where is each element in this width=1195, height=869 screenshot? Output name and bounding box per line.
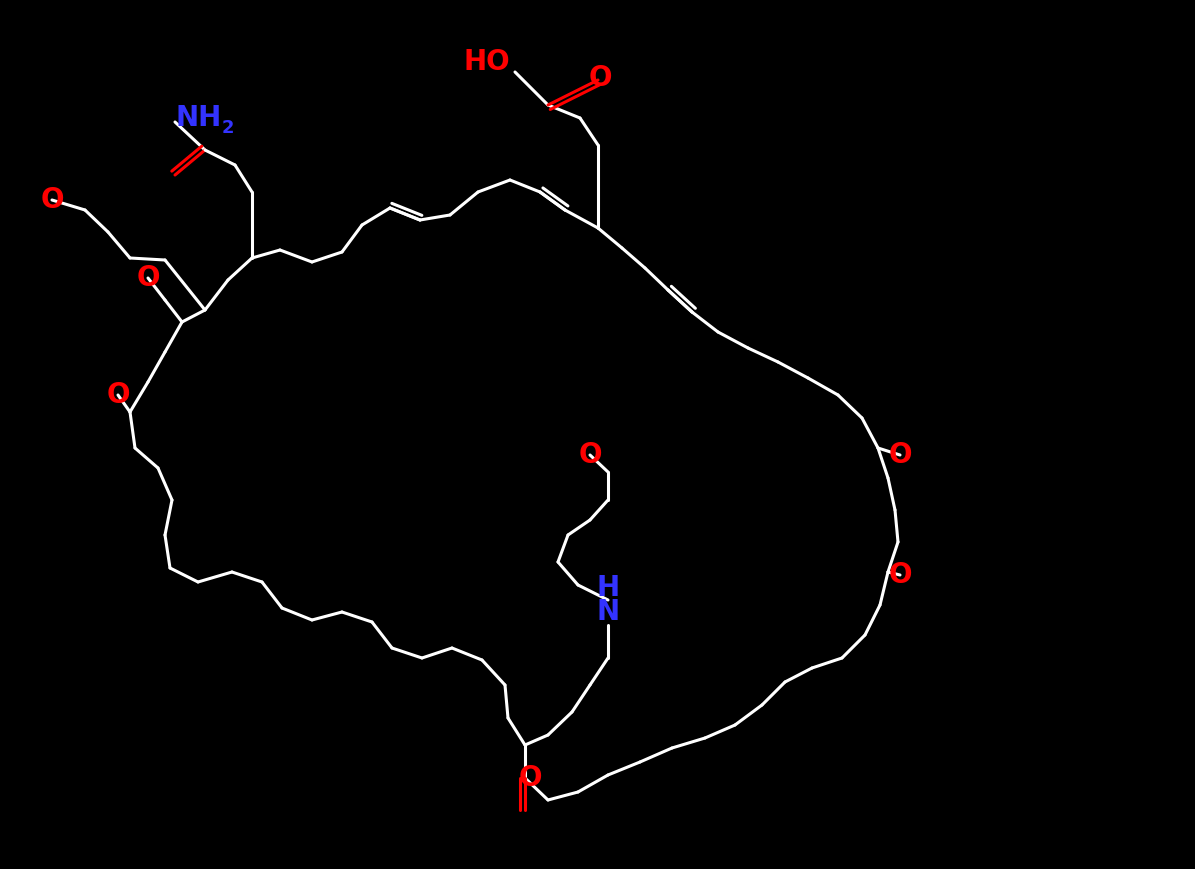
Text: O: O: [519, 764, 541, 792]
Text: O: O: [888, 441, 912, 469]
Text: O: O: [106, 381, 130, 409]
Text: 2: 2: [222, 119, 234, 137]
Text: H: H: [596, 574, 619, 602]
Text: O: O: [136, 264, 160, 292]
Text: NH: NH: [176, 104, 222, 132]
Text: HO: HO: [464, 48, 510, 76]
Text: N: N: [596, 598, 619, 626]
Text: O: O: [888, 561, 912, 589]
Text: O: O: [41, 186, 63, 214]
Text: O: O: [588, 64, 612, 92]
Text: O: O: [578, 441, 602, 469]
